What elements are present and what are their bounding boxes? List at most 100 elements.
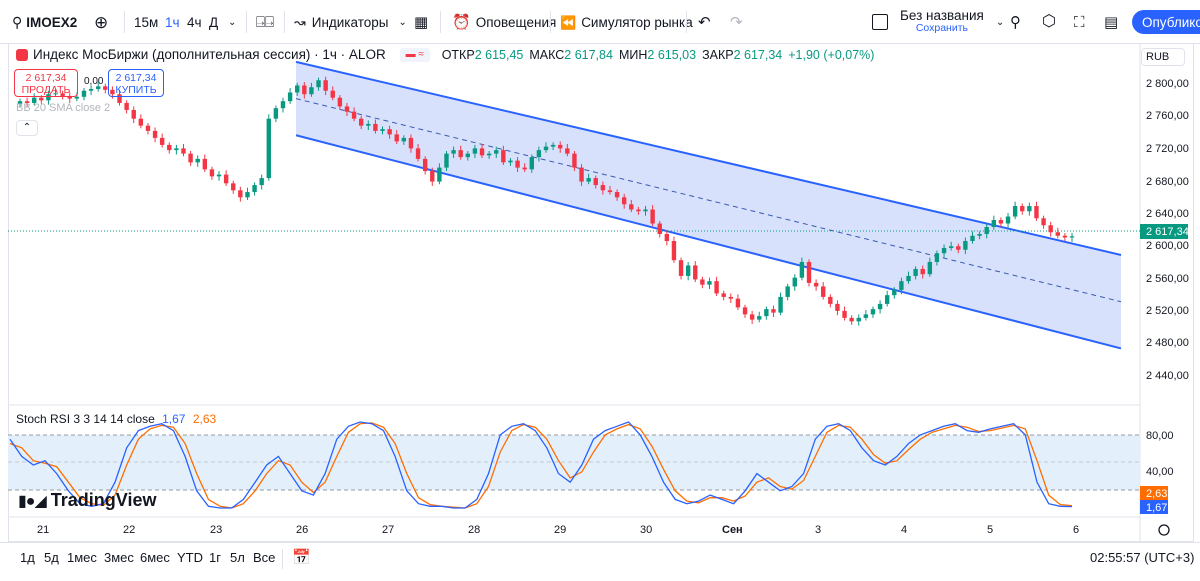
publish-button[interactable]: Опубликовать [1132,10,1200,34]
templates-button[interactable]: ▦ [414,0,428,44]
high-label: МАКС [529,47,565,62]
symbol-title[interactable]: Индекс МосБиржи (дополнительная сессия) … [33,47,386,62]
redo-button[interactable]: ↷ [730,0,743,44]
sell-price: 2 617,34 [25,72,67,84]
regression-channel-upper[interactable] [295,60,1122,256]
stoch-d-line [9,422,1073,509]
candle-body [387,129,392,135]
currency-button[interactable]: RUB [1141,48,1185,66]
candle-body [451,150,456,154]
candle-body [948,246,954,248]
time-tick: 22 [123,524,135,536]
indicators-button[interactable]: ↝ Индикаторы ⌄ [294,14,407,30]
candle-body [607,190,613,193]
legend-toggle-button[interactable]: ▬ ≈ [399,47,430,62]
calendar-icon: 📅 [292,549,311,566]
candle-body [678,260,684,276]
regression-channel-lower[interactable] [295,134,1122,350]
candle-body [181,148,186,154]
alerts-button[interactable]: ⏰ Оповещения [452,13,557,31]
collapse-legend-button[interactable]: ⌃ [16,120,38,136]
candle-body [494,150,499,154]
range-3m[interactable]: 3мес [104,550,134,565]
tradingview-watermark[interactable]: ▮●◢ TradingView [18,490,157,510]
main-legend: Индекс МосБиржи (дополнительная сессия) … [16,47,874,62]
clock-display[interactable]: 02:55:57 (UTC+3) [1090,550,1195,565]
candle-body [870,309,876,315]
candle-body [103,86,108,90]
candle-body [600,185,606,191]
candle-body [380,129,385,131]
candle-body [984,227,989,234]
stoch-k-tag-value: 1,67 [1146,502,1167,514]
stoch-d-value: 2,63 [192,412,217,426]
candle-body [714,281,719,294]
candle-body [295,85,300,93]
chart-canvas[interactable]: 2 800,00 2 760,00 2 720,00 2 680,00 2 64… [0,0,1200,542]
settings-button[interactable]: ⬡ [1042,0,1056,44]
candle-body [131,109,136,119]
fullscreen-button[interactable]: ⛶ [1074,0,1085,44]
candle-body [515,160,520,168]
goto-date-button[interactable]: 📅 [292,548,311,566]
candle-body [522,167,527,170]
regression-channel-middle[interactable] [295,98,1122,303]
layout-save-link[interactable]: Сохранить [915,22,969,34]
range-5d[interactable]: 5д [44,550,59,565]
time-tick: 5 [987,524,993,536]
candle-body [273,108,279,119]
candle-body [422,158,428,172]
candle-body [536,150,542,158]
candle-body [287,92,293,102]
candle-body [614,192,620,198]
interval-1h[interactable]: 1ч [165,14,180,30]
interval-dropdown[interactable]: ⌄ [228,0,236,44]
candle-body [117,94,122,103]
regression-channel-fill[interactable] [296,61,1121,349]
bb-indicator-legend[interactable]: BB 20 SMA close 2 [16,102,111,114]
low-label: МИН [618,47,648,62]
buy-button[interactable]: 2 617,34 КУПИТЬ [108,69,164,97]
candle-body [486,153,492,156]
replay-button[interactable]: ⏪ Симулятор рынка [560,14,693,30]
range-all[interactable]: Все [253,550,276,565]
candle-body [892,289,897,296]
quick-search-button[interactable]: ⚲ [1010,0,1021,44]
candle-body [159,137,165,145]
interval-day[interactable]: Д [209,14,219,30]
candle-body [32,97,37,103]
candle-body [593,178,598,186]
time-tick: 23 [210,524,222,536]
range-6m[interactable]: 6мес [140,550,170,565]
compare-button[interactable]: ⊕ [94,0,108,44]
snapshot-button[interactable]: ▤ [1104,0,1118,44]
chart-frame [8,44,1194,542]
range-1m[interactable]: 1мес [67,550,97,565]
undo-button[interactable]: ↶ [698,0,711,44]
candle-body [621,197,627,205]
layout-menu[interactable]: Без названия Сохранить ⌄ [872,0,1004,44]
candle-body [252,185,257,193]
axis-settings-icon[interactable] [1158,524,1170,536]
sell-button[interactable]: 2 617,34 ПРОДАТЬ [14,69,78,97]
price-axis[interactable]: 2 800,00 2 760,00 2 720,00 2 680,00 2 64… [1146,78,1189,382]
candle-body [394,134,399,142]
stoch-legend[interactable]: Stoch RSI 3 3 14 14 close 1,67 2,63 [16,412,216,426]
price-tick: 2 760,00 [1146,110,1189,122]
candle-body [856,317,861,322]
range-1d[interactable]: 1д [20,550,35,565]
time-axis[interactable]: 21 22 23 26 27 28 29 30 Сен 3 4 5 6 [37,524,1079,536]
close-label: ЗАКР [702,47,734,62]
interval-4h[interactable]: 4ч [187,14,202,30]
candle-body [1062,235,1068,238]
last-price-tag [1140,224,1188,239]
symbol-search[interactable]: ⚲ IMOEX2 [12,0,77,44]
candle-body [906,275,911,282]
chart-type-button[interactable]: ⍈⍈ [256,0,274,44]
candle-body [842,310,847,318]
range-ytd[interactable]: YTD [177,550,203,565]
candle-body [145,125,151,131]
range-1y[interactable]: 1г [209,550,221,565]
range-5y[interactable]: 5л [230,550,245,565]
interval-15m[interactable]: 15м [134,14,159,30]
